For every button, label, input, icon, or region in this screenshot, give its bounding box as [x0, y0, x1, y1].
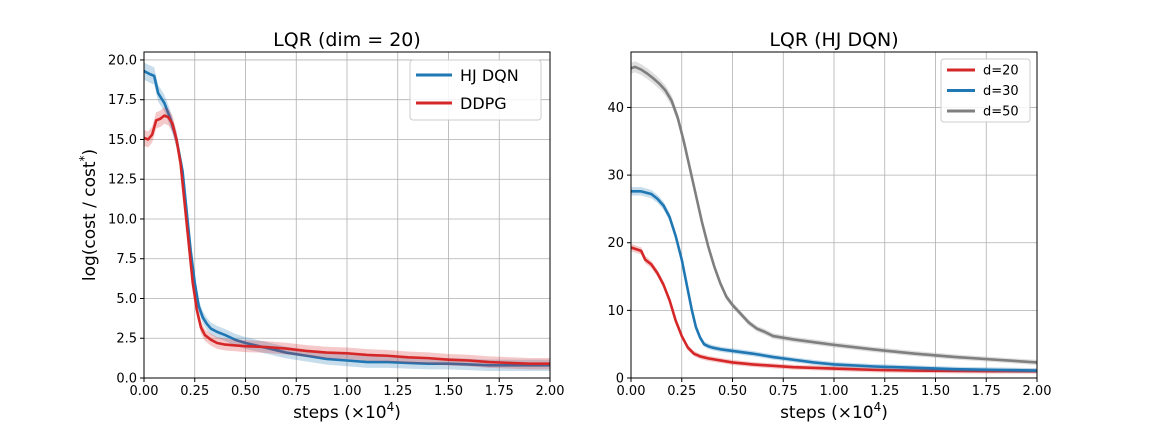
legend-label: d=30: [983, 84, 1019, 99]
series-line-2: [631, 190, 1038, 372]
y-tick-label: 10: [607, 304, 624, 319]
y-tick-label: 15.0: [108, 133, 137, 148]
chart-title: LQR (HJ DQN): [769, 29, 898, 51]
legend-label: d=50: [983, 105, 1019, 120]
y-axis-label: log(cost / cost*): [77, 149, 100, 281]
y-tick-label: 0.0: [116, 372, 137, 387]
x-tick-label: 0.00: [130, 384, 159, 399]
y-tick-label: 0: [616, 372, 624, 387]
x-axis-label-text: steps (×10: [293, 403, 387, 423]
y-tick-label: 12.5: [108, 173, 137, 188]
legend: HJ DQN DDPG: [409, 59, 542, 121]
y-axis-label-close: ): [80, 149, 100, 156]
x-axis-label-exponent: 4: [387, 400, 395, 414]
x-axis-label-close: ): [881, 403, 888, 423]
x-tick-label: 1.00: [333, 384, 362, 399]
x-tick-label: 1.25: [870, 384, 899, 399]
x-axis-label-exponent: 4: [874, 400, 882, 414]
x-tick-label: 2.00: [1023, 384, 1052, 399]
y-tick-label: 40: [607, 101, 624, 116]
y-axis-label-superscript: *: [77, 156, 91, 162]
y-tick-label: 2.5: [116, 332, 137, 347]
y-tick-label: 7.5: [116, 252, 137, 267]
series-line-3: [630, 65, 1038, 364]
x-tick-label: 1.25: [383, 384, 412, 399]
chart-title: LQR (dim = 20): [273, 29, 421, 51]
x-tick-label: 1.75: [972, 384, 1001, 399]
x-tick-label: 0.25: [667, 384, 696, 399]
x-axis-label-text: steps (×10: [780, 403, 874, 423]
y-tick-label: 10.0: [108, 212, 137, 227]
y-tick-label: 5.0: [116, 292, 137, 307]
x-tick-label: 0.50: [718, 384, 747, 399]
x-tick-label: 0.75: [769, 384, 798, 399]
x-axis-label: steps (×104): [780, 400, 888, 423]
legend-label: d=20: [983, 64, 1019, 79]
x-tick-label: 1.00: [820, 384, 849, 399]
chart-panel-2: 0.00 0.25 0.50 0.75 1.00 1.25 1.50 1.75 2.00 0 10 2…: [607, 29, 1051, 423]
x-axis-label: steps (×104): [293, 400, 401, 423]
x-tick-label: 0.75: [282, 384, 311, 399]
series-line-1: [630, 246, 1037, 373]
chart-panel-1: 0.00 0.25 0.50 0.75 1.00 1.25 1.50 1.75 2.00 0.0 2…: [77, 29, 564, 423]
legend-label: DDPG: [460, 94, 507, 113]
x-tick-label: 0.50: [231, 384, 260, 399]
legend-label: HJ DQN: [460, 66, 519, 85]
series-line-2: [143, 114, 550, 365]
x-tick-label: 1.50: [921, 384, 950, 399]
x-tick-label: 0.25: [180, 384, 209, 399]
y-tick-label: 20: [607, 236, 624, 251]
x-tick-label: 1.75: [485, 384, 514, 399]
y-axis-label-text: log(cost / cost: [80, 161, 100, 281]
x-tick-label: 2.00: [536, 384, 565, 399]
x-tick-label: 1.50: [434, 384, 463, 399]
y-tick-label: 30: [607, 169, 624, 184]
legend: d=20 d=30 d=50: [940, 58, 1031, 123]
x-tick-label: 0.00: [617, 384, 646, 399]
legend-box: [940, 58, 1031, 123]
y-tick-label: 20.0: [108, 53, 137, 68]
x-axis-label-close: ): [394, 403, 401, 423]
y-tick-label: 17.5: [108, 93, 137, 108]
